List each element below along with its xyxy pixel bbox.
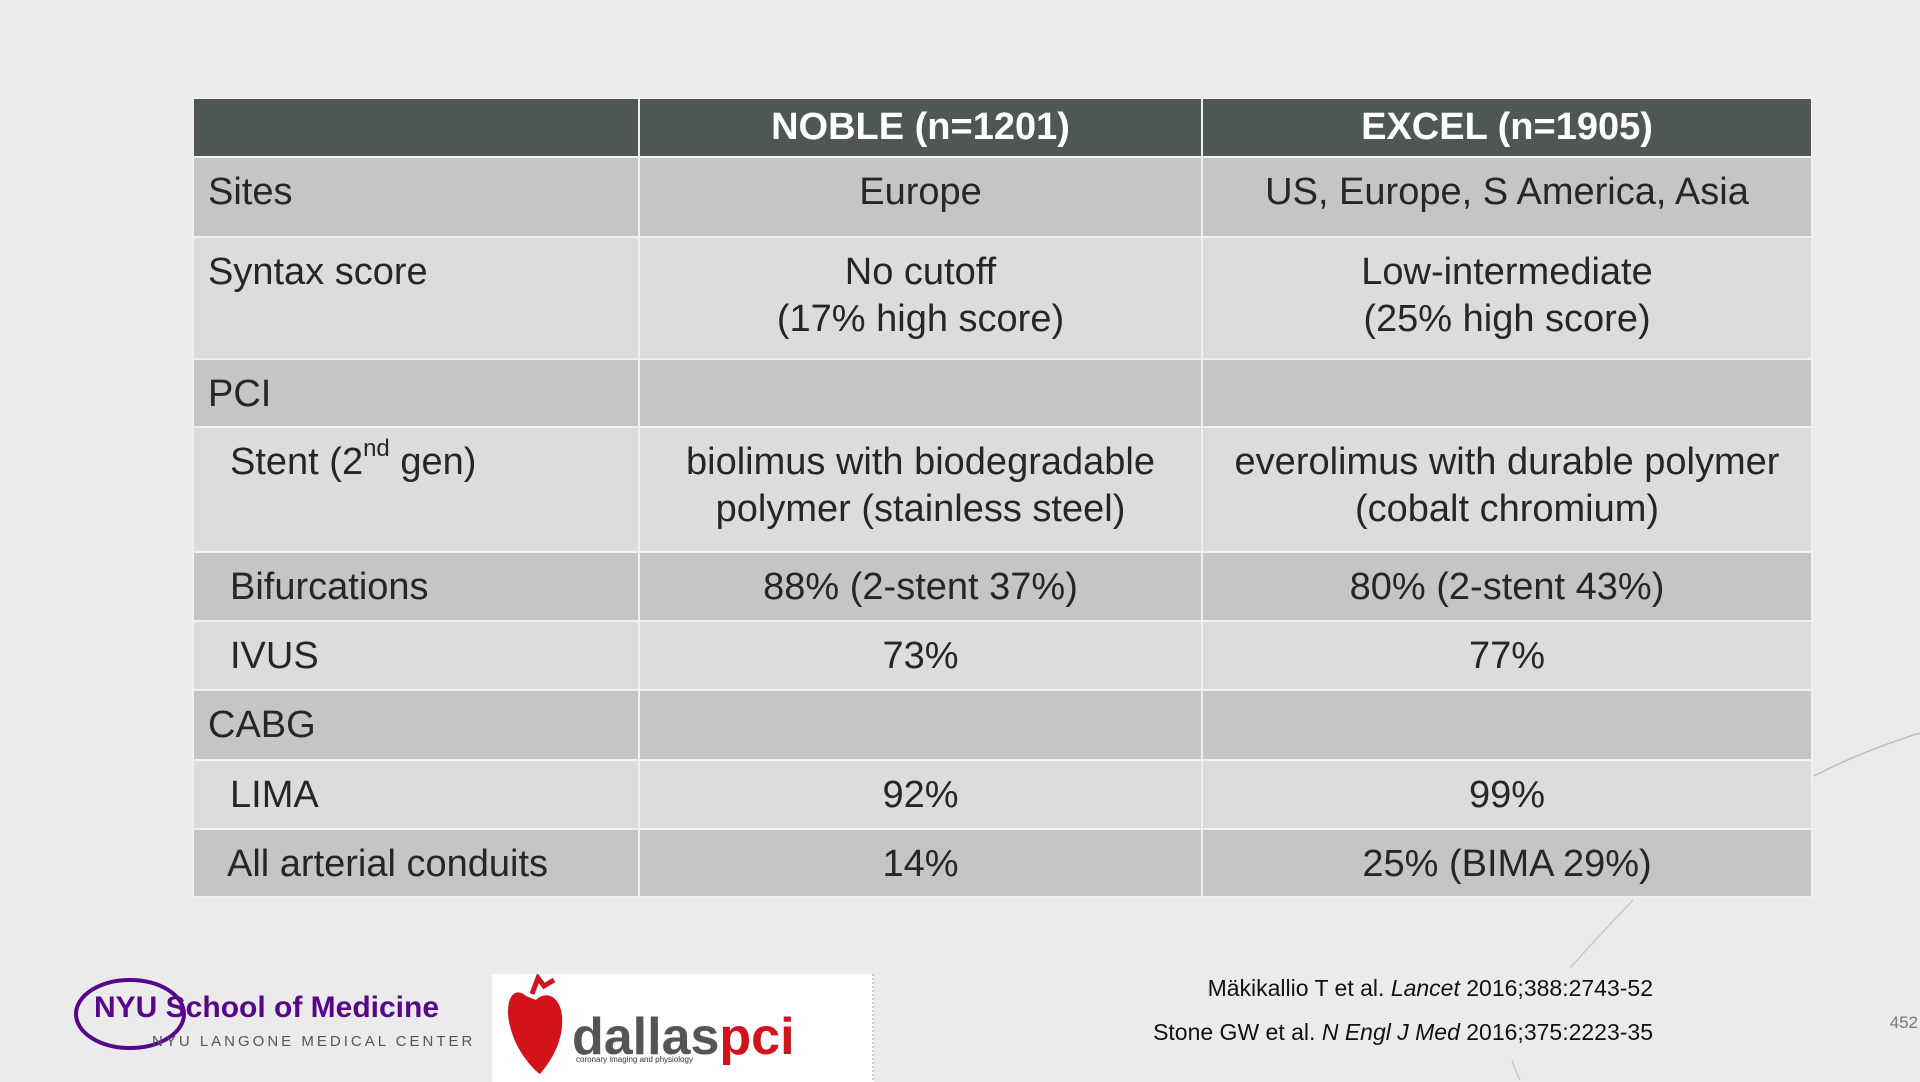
row-label: PCI <box>192 358 640 428</box>
cell: No cutoff (17% high score) <box>638 236 1203 360</box>
ref-text: 2016;375:2223-35 <box>1459 1019 1653 1045</box>
header-cell: NOBLE (n=1201) <box>638 97 1203 158</box>
cell <box>1201 689 1813 761</box>
row: PCI <box>192 358 1813 428</box>
cell <box>638 358 1203 428</box>
cell: 25% (BIMA 29%) <box>1201 828 1813 898</box>
cell: 14% <box>638 828 1203 898</box>
cell: Low-intermediate (25% high score) <box>1201 236 1813 360</box>
cell <box>638 689 1203 761</box>
row-label: LIMA <box>192 759 640 830</box>
cell: US, Europe, S America, Asia <box>1201 156 1813 238</box>
logo-swoosh <box>74 978 186 1050</box>
logo-text-dallas: dallas <box>572 1008 719 1066</box>
row: Bifurcations 88% (2-stent 37%) 80% (2-sten… <box>192 551 1813 622</box>
row: LIMA 92% 99% <box>192 759 1813 830</box>
row-label: Bifurcations <box>192 551 640 622</box>
heart-vessel <box>529 974 556 995</box>
ref-text: 2016;388:2743-52 <box>1459 975 1653 1001</box>
header-cell: EXCEL (n=1905) <box>1201 97 1813 158</box>
cell: Europe <box>638 156 1203 238</box>
logo-text: dallaspci <box>572 1008 795 1066</box>
label-text: Stent (2 <box>230 441 364 483</box>
deco-curve <box>1569 899 1634 969</box>
cell <box>1201 358 1813 428</box>
nyu-logo: NYU School of Medicine NYU LANGONE MEDIC… <box>74 978 475 1050</box>
header-row: NOBLE (n=1201) EXCEL (n=1905) <box>192 97 1813 158</box>
heart-icon <box>507 992 563 1074</box>
row: Syntax score No cutoff (17% high score) Lo… <box>192 236 1813 360</box>
row-label: IVUS <box>192 620 640 691</box>
logo-subtext: NYU LANGONE MEDICAL CENTER <box>152 1033 475 1050</box>
deco-curve <box>1813 732 1920 777</box>
logo-subtext: coronary imaging and physiology <box>576 1055 693 1064</box>
row-label: Stent (2nd gen) <box>192 426 640 553</box>
cell: 92% <box>638 759 1203 830</box>
row-label: Syntax score <box>192 236 640 360</box>
cell: 80% (2-stent 43%) <box>1201 551 1813 622</box>
ref-text: Stone GW et al. <box>1153 1019 1322 1045</box>
cell: biolimus with biodegradable polymer (sta… <box>638 426 1203 553</box>
cell: everolimus with durable polymer (cobalt … <box>1201 426 1813 553</box>
reference: Stone GW et al. N Engl J Med 2016;375:22… <box>1153 1019 1653 1046</box>
cell: 88% (2-stent 37%) <box>638 551 1203 622</box>
ref-text: Mäkikallio T et al. <box>1207 975 1391 1001</box>
row-label: All arterial conduits <box>192 828 640 898</box>
reference: Mäkikallio T et al. Lancet 2016;388:2743… <box>1208 975 1653 1002</box>
dallaspci-logo: dallaspci coronary imaging and physiolog… <box>492 974 874 1082</box>
row-label: CABG <box>192 689 640 761</box>
ref-journal: Lancet <box>1390 975 1460 1001</box>
row: IVUS 73% 77% <box>192 620 1813 691</box>
cell: 99% <box>1201 759 1813 830</box>
logo-text-pci: pci <box>719 1008 794 1066</box>
deco-curve <box>1511 1059 1521 1080</box>
logo-text: NYU School of Medicine <box>94 991 439 1024</box>
superscript: nd <box>363 435 390 462</box>
row: Stent (2nd gen) biolimus with biodegradab… <box>192 426 1813 553</box>
ref-journal: N Engl J Med <box>1321 1019 1460 1045</box>
comparison-table: NOBLE (n=1201) EXCEL (n=1905) Sites Europe… <box>192 97 1813 898</box>
row: All arterial conduits 14% 25% (BIMA 29%) <box>192 828 1813 898</box>
row-label: Sites <box>192 156 640 238</box>
header-cell <box>192 97 640 158</box>
page-number: 452 <box>1889 1013 1918 1032</box>
label-text: gen) <box>389 441 477 483</box>
cell: 73% <box>638 620 1203 691</box>
row: Sites Europe US, Europe, S America, Asia <box>192 156 1813 238</box>
row: CABG <box>192 689 1813 761</box>
cell: 77% <box>1201 620 1813 691</box>
